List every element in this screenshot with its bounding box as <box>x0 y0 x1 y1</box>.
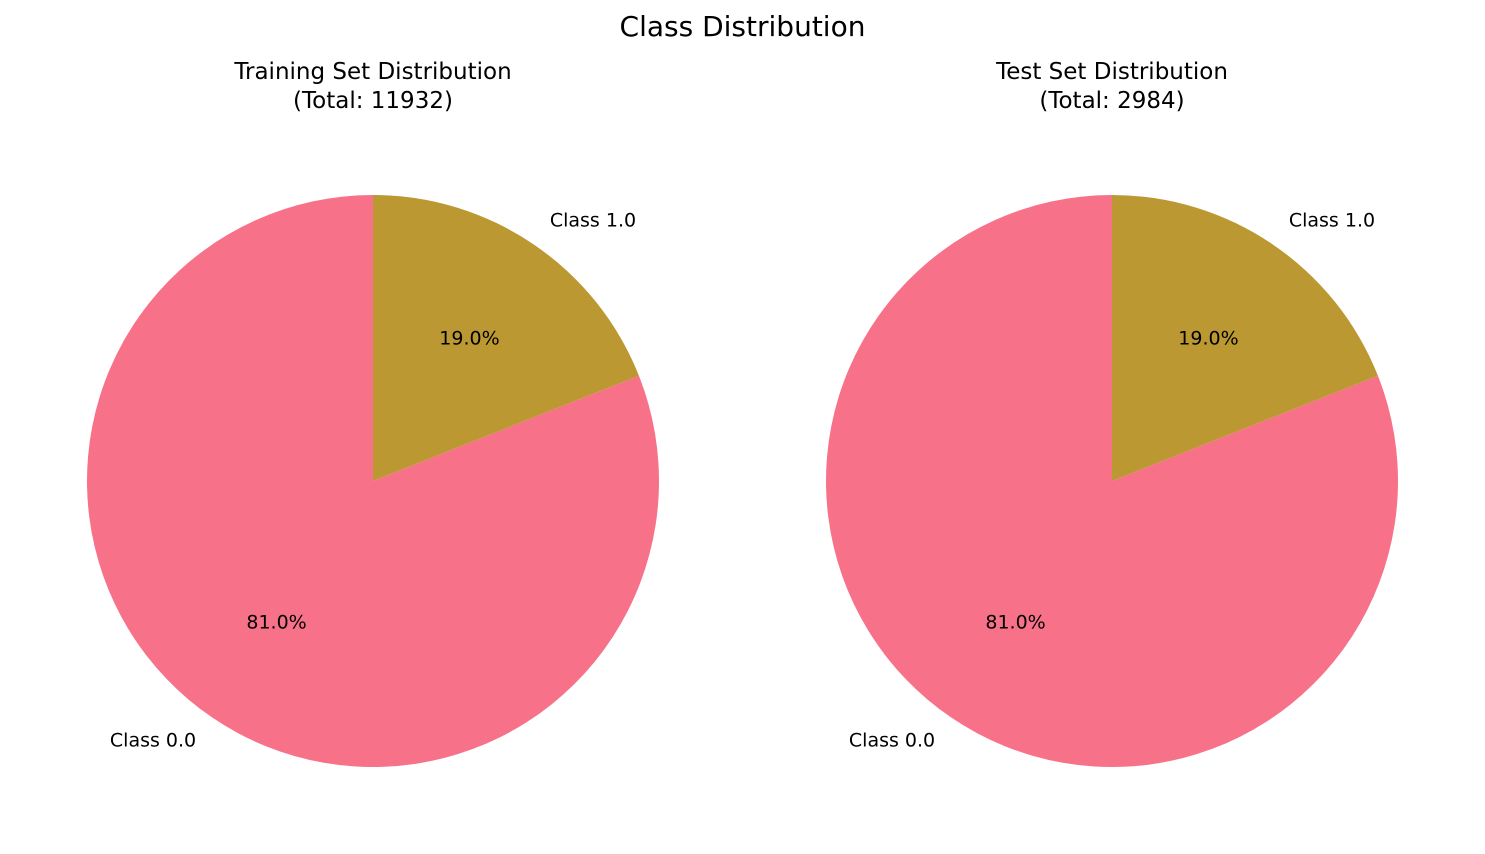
training-pie-title: Training Set Distribution (Total: 11932) <box>234 59 512 114</box>
training-pie: Class 0.0 81.0% Class 1.0 19.0% <box>86 195 659 767</box>
test-pie-title: Test Set Distribution (Total: 2984) <box>996 59 1228 114</box>
test-pie: Class 0.0 81.0% Class 1.0 19.0% <box>825 194 1398 767</box>
test-pie-label-1: Class 1.0 <box>1289 209 1375 231</box>
test-pie-slice-1 <box>1112 194 1378 481</box>
training-pie-value-label-1: 19.0% <box>439 328 499 350</box>
test-pie-value-label-1: 19.0% <box>1178 328 1238 350</box>
training-pie-label-0: Class 0.0 <box>110 730 196 752</box>
figure-title: Class Distribution <box>619 10 866 43</box>
test-pie-value-label-0: 81.0% <box>985 611 1045 633</box>
training-pie-slice-0 <box>86 195 659 767</box>
training-pie-label-1: Class 1.0 <box>550 209 636 231</box>
test-pie-label-0: Class 0.0 <box>849 730 935 752</box>
training-pie-slice-1 <box>373 195 639 481</box>
training-pie-value-label-0: 81.0% <box>246 611 306 633</box>
